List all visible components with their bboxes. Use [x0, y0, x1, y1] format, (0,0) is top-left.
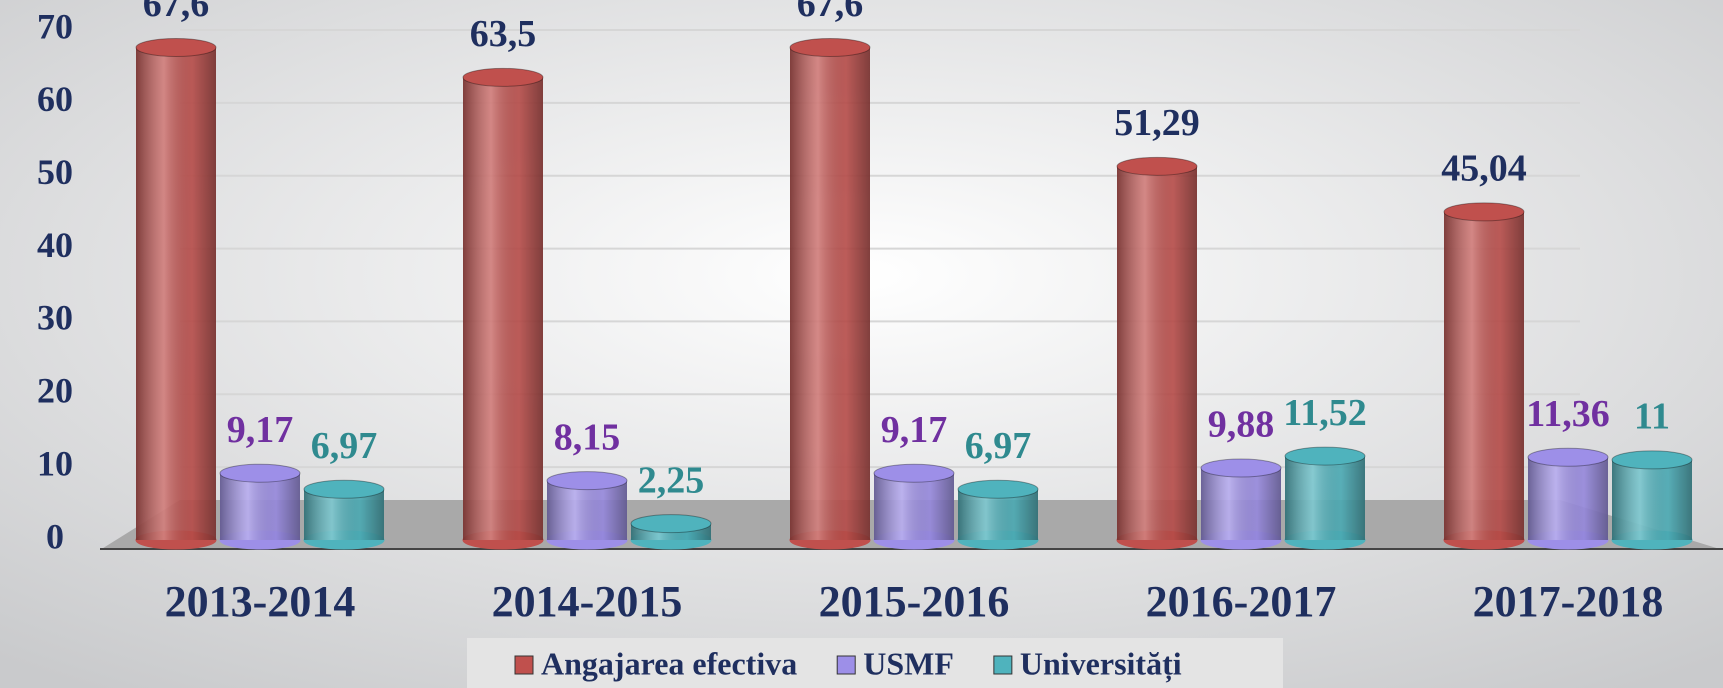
x-tick-label: 2017-2018: [1473, 577, 1664, 626]
cylinder-shade: [1612, 459, 1692, 540]
legend-box: [467, 638, 1283, 688]
cylinder-shade: [874, 473, 954, 540]
legend-label: Angajarea efectiva: [541, 645, 797, 681]
legend-swatch: [514, 655, 534, 675]
cylinder-top: [303, 479, 385, 499]
y-tick-label: 40: [37, 225, 73, 265]
legend-swatch: [993, 655, 1013, 675]
y-tick-label: 30: [37, 298, 73, 338]
data-label: 11: [1634, 396, 1670, 438]
cylinder-top: [546, 471, 628, 491]
cylinder-top: [873, 463, 955, 483]
cylinder-shade: [220, 473, 300, 540]
cylinder-top: [462, 67, 544, 87]
data-label: 63,5: [470, 13, 537, 55]
data-label: 8,15: [554, 416, 621, 458]
data-label: 9,17: [881, 409, 948, 451]
cylinder-top: [789, 37, 871, 57]
y-tick-label: 70: [37, 6, 73, 46]
data-label: 6,97: [965, 425, 1032, 467]
cylinder-top: [219, 463, 301, 483]
cylinder-shade: [1201, 468, 1281, 540]
cylinder-top: [1284, 446, 1366, 466]
y-tick-label: 0: [46, 516, 64, 556]
data-label: 67,6: [143, 0, 210, 25]
data-label: 67,6: [797, 0, 864, 25]
legend-label: USMF: [863, 645, 954, 681]
y-tick-label: 60: [37, 79, 73, 119]
x-tick-label: 2016-2017: [1146, 577, 1337, 626]
cylinder-shade: [1285, 456, 1365, 540]
data-label: 51,29: [1114, 102, 1200, 144]
data-label: 45,04: [1441, 148, 1527, 190]
cylinder-top: [1611, 450, 1693, 470]
x-tick-label: 2014-2015: [492, 577, 683, 626]
cylinder-top: [135, 37, 217, 57]
data-label: 9,17: [227, 409, 294, 451]
cylinder-shade: [790, 47, 870, 540]
cylinder-top: [1527, 447, 1609, 467]
cylinder-shade: [1117, 166, 1197, 540]
cylinder-shade: [463, 77, 543, 540]
y-tick-label: 10: [37, 443, 73, 483]
x-tick-label: 2015-2016: [819, 577, 1010, 626]
cylinder-top: [630, 514, 712, 534]
data-label: 9,88: [1208, 404, 1275, 446]
data-label: 2,25: [638, 459, 705, 501]
legend-swatch: [836, 655, 856, 675]
cylinder-top: [957, 479, 1039, 499]
cylinder-shade: [1444, 211, 1524, 540]
cylinder-shade: [136, 47, 216, 540]
cylinder-top: [1116, 156, 1198, 176]
legend-label: Universități: [1020, 645, 1182, 682]
cylinder-top: [1200, 458, 1282, 478]
data-label: 6,97: [311, 425, 378, 467]
cylinder-top: [1443, 202, 1525, 222]
cylinder-shade: [1528, 457, 1608, 540]
data-label: 11,52: [1283, 392, 1366, 434]
data-label: 11,36: [1526, 393, 1609, 435]
y-tick-label: 50: [37, 152, 73, 192]
y-tick-label: 20: [37, 371, 73, 411]
x-tick-label: 2013-2014: [165, 577, 356, 626]
cylinder-shade: [547, 480, 627, 540]
